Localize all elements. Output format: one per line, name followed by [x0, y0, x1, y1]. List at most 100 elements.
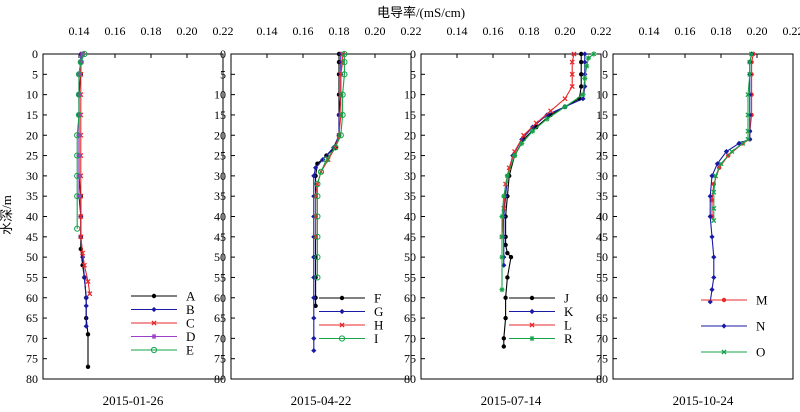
legend-item-F: F: [319, 291, 381, 306]
data-point: [745, 136, 751, 142]
panel-date: 2015-07-14: [481, 393, 542, 408]
y-tick-label: 25: [26, 149, 38, 163]
x-tick-label: 0.16: [293, 24, 314, 38]
data-point: [711, 254, 717, 260]
data-point: [503, 295, 508, 300]
data-point: [740, 140, 746, 146]
data-point: [314, 254, 321, 261]
data-point: [747, 112, 753, 118]
legend: MNO: [701, 293, 768, 360]
data-point: [317, 168, 325, 175]
data-point: [707, 193, 713, 199]
y-tick-label: 70: [26, 331, 38, 345]
legend-marker: [338, 335, 346, 342]
data-point: [512, 152, 518, 159]
panel-date: 2015-10-24: [673, 393, 734, 408]
data-point: [582, 71, 588, 77]
x-tick-label: 0.22: [783, 24, 800, 38]
y-tick-label: 75: [404, 352, 416, 366]
data-point: [711, 218, 717, 224]
legend-item-M: M: [701, 293, 768, 308]
y-tick-label: 40: [214, 210, 226, 224]
data-point: [337, 132, 344, 139]
data-point: [544, 116, 550, 122]
y-tick-label: 60: [596, 291, 608, 305]
legend-item-J: J: [509, 291, 569, 306]
data-point: [499, 287, 505, 293]
data-point: [580, 92, 586, 98]
y-tick-label: 65: [26, 311, 38, 325]
y-tick-label: 65: [214, 311, 226, 325]
data-point: [81, 274, 87, 281]
data-point: [519, 140, 525, 146]
data-point: [499, 234, 505, 240]
plot-frame: [612, 53, 794, 380]
data-point: [569, 71, 575, 77]
data-point: [75, 71, 83, 78]
data-point: [714, 161, 720, 167]
y-tick-label: 55: [596, 270, 608, 284]
x-tick-label: 0.18: [329, 24, 350, 38]
series-line-O: [713, 53, 753, 221]
legend-marker: [529, 308, 535, 315]
data-point: [341, 59, 348, 66]
y-tick-label: 65: [404, 311, 416, 325]
y-tick-label: 25: [214, 149, 226, 163]
panel-2015-07-14: 0.14 0.16 0.18 0.20 0.2205101520253035404550…: [404, 24, 612, 408]
series-H: [313, 51, 346, 240]
legend-label: B: [186, 302, 195, 317]
y-tick-label: 15: [404, 108, 416, 122]
legend-label: M: [756, 293, 768, 308]
data-point: [711, 189, 717, 195]
legend-marker: [339, 295, 345, 301]
data-point: [323, 156, 330, 163]
x-tick-label: 0.20: [177, 24, 198, 38]
data-point: [332, 144, 339, 151]
y-tick-label: 0: [602, 47, 608, 61]
data-point: [501, 344, 506, 349]
legend-marker: [339, 322, 345, 328]
data-point: [709, 198, 715, 203]
legend-item-N: N: [701, 319, 766, 334]
y-tick-label: 5: [32, 67, 38, 81]
x-tick-label: 0.18: [141, 24, 162, 38]
x-tick-label: 0.14: [447, 24, 468, 38]
data-point: [338, 59, 344, 65]
y-tick-label: 35: [214, 189, 226, 203]
y-tick-label: 45: [26, 230, 38, 244]
data-point: [562, 96, 568, 102]
data-point: [707, 213, 713, 220]
legend-item-D: D: [131, 329, 195, 344]
y-tick-label: 45: [596, 230, 608, 244]
x-tick-label: 0.16: [675, 24, 696, 38]
data-point: [579, 84, 584, 89]
legend-item-R: R: [509, 331, 573, 346]
data-point: [320, 157, 326, 163]
x-tick-label: 0.22: [213, 24, 234, 38]
panel-2015-01-26: 0.14 0.16 0.18 0.20 0.2205101520253035404550…: [26, 24, 234, 408]
y-tick-label: 50: [214, 250, 226, 264]
y-tick-label: 40: [596, 210, 608, 224]
data-point: [582, 83, 588, 90]
data-point: [745, 128, 751, 134]
legend-label: I: [374, 331, 378, 346]
y-tick-label: 20: [596, 128, 608, 142]
x-tick-label: 0.18: [711, 24, 732, 38]
legend-item-G: G: [319, 304, 383, 319]
data-point: [711, 205, 717, 211]
legend-label: G: [374, 304, 383, 319]
legend-marker: [150, 346, 158, 354]
series-K: [501, 51, 588, 268]
series-I: [314, 50, 348, 281]
y-tick-label: 25: [404, 149, 416, 163]
panel-date: 2015-01-26: [103, 393, 164, 408]
x-tick-label: 0.18: [519, 24, 540, 38]
legend-item-H: H: [319, 318, 383, 333]
y-tick-label: 60: [214, 291, 226, 305]
data-point: [74, 132, 81, 139]
data-point: [83, 295, 89, 301]
y-tick-label: 5: [602, 67, 608, 81]
y-tick-label: 35: [596, 189, 608, 203]
y-tick-label: 20: [214, 128, 226, 142]
data-point: [534, 124, 539, 130]
